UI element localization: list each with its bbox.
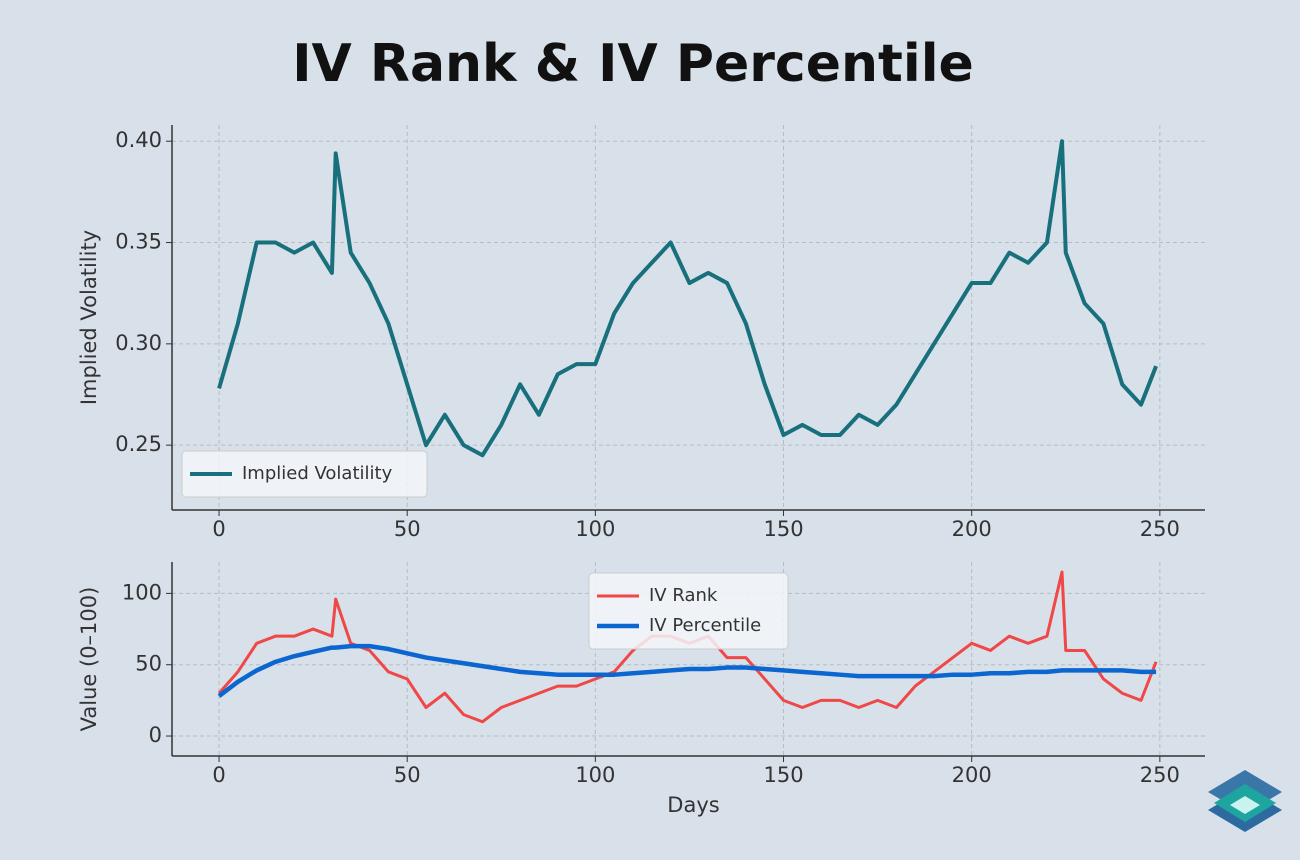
x-tick-label: 100 <box>575 763 615 787</box>
legend-box <box>588 572 789 650</box>
legend-label: IV Percentile <box>649 615 761 636</box>
legend-box <box>181 450 428 498</box>
page-title: IV Rank & IV Percentile <box>292 34 974 94</box>
y-tick-label: 0.30 <box>115 331 162 355</box>
x-axis-label: Days <box>667 793 719 817</box>
y-tick-label: 0.25 <box>115 432 162 456</box>
x-tick-label: 150 <box>763 763 803 787</box>
y-tick-label: 50 <box>135 652 162 676</box>
data-line <box>217 643 1157 698</box>
y-axis-label: Implied Volatility <box>77 230 101 405</box>
y-axis-label: Value (0–100) <box>77 587 101 732</box>
legend-label: Implied Volatility <box>242 463 393 484</box>
x-tick-label: 50 <box>394 763 421 787</box>
x-tick-label: 100 <box>575 517 615 541</box>
legend-label: IV Rank <box>649 585 718 606</box>
y-tick-label: 100 <box>122 580 162 604</box>
x-tick-label: 0 <box>212 763 225 787</box>
y-tick-label: 0 <box>149 723 162 747</box>
y-tick-label: 0.35 <box>115 230 162 254</box>
x-tick-label: 250 <box>1140 763 1180 787</box>
y-tick-label: 0.40 <box>115 128 162 152</box>
logo <box>1208 770 1282 832</box>
x-tick-label: 250 <box>1140 517 1180 541</box>
x-tick-label: 150 <box>763 517 803 541</box>
x-tick-label: 0 <box>212 517 225 541</box>
data-line <box>217 139 1158 458</box>
x-tick-label: 200 <box>952 763 992 787</box>
x-tick-label: 200 <box>952 517 992 541</box>
x-tick-label: 50 <box>394 517 421 541</box>
